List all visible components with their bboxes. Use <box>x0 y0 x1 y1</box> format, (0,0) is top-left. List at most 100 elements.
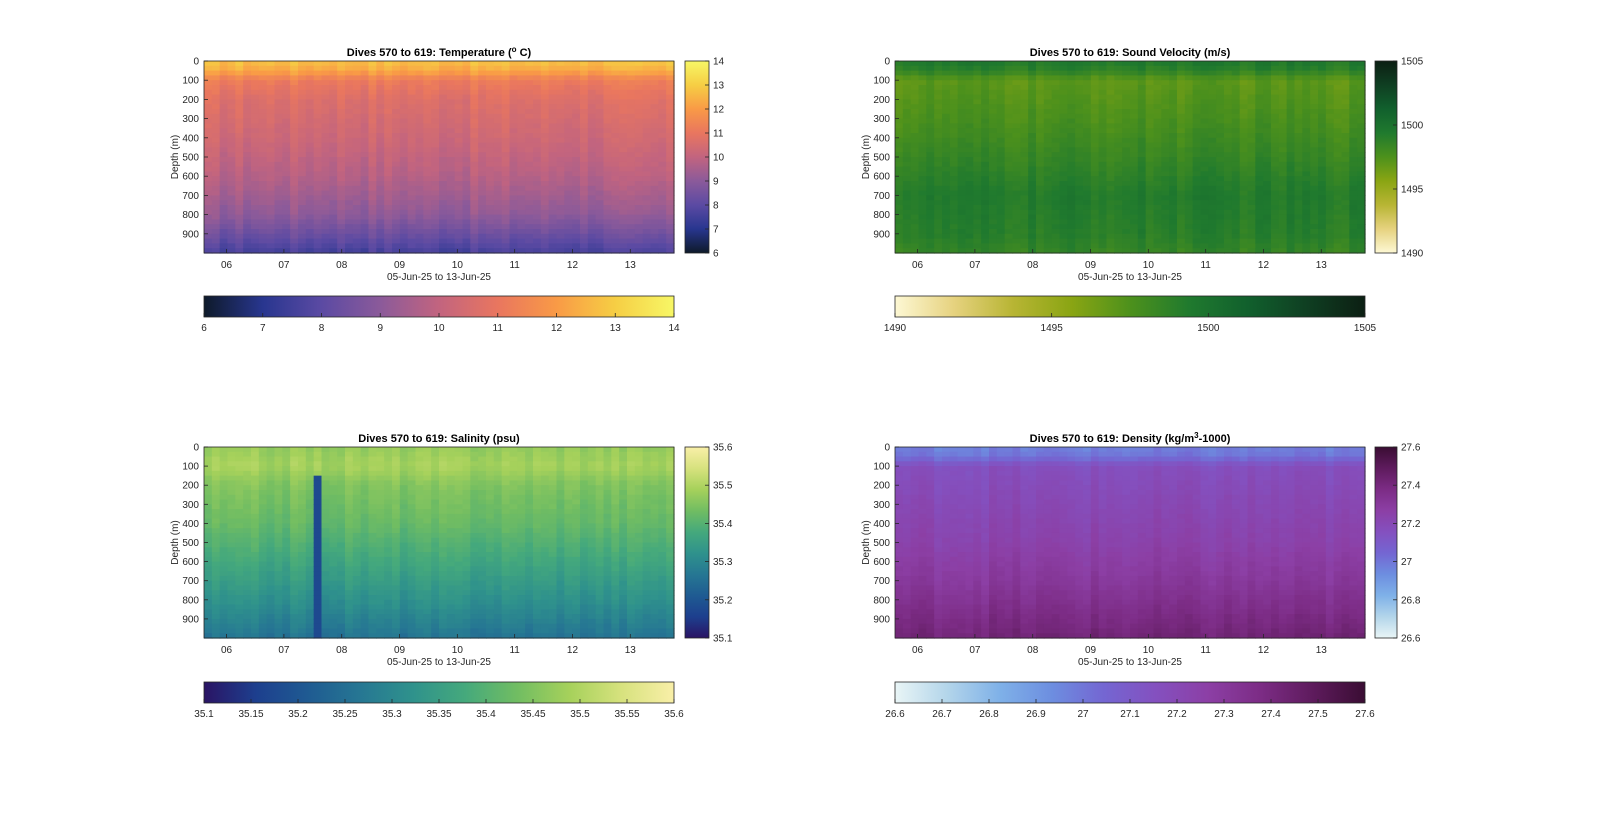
temperature-cell <box>595 176 605 182</box>
temperature-cell <box>619 214 628 220</box>
temperature-cell <box>345 229 354 235</box>
sound-velocity-cell <box>1137 238 1147 244</box>
temperature-cell <box>533 99 542 105</box>
temperature-cell <box>493 238 503 244</box>
temperature-cell <box>462 190 471 196</box>
sound-velocity-cell <box>1184 205 1194 211</box>
sound-velocity-cell <box>934 85 943 91</box>
sound-velocity-cell <box>1349 147 1358 153</box>
sound-velocity-cell <box>1137 195 1147 201</box>
temperature-cell <box>470 248 479 254</box>
salinity-cell <box>204 599 213 606</box>
sound-velocity-cell <box>1231 99 1241 105</box>
temperature-cell <box>493 142 503 148</box>
temperature-cell <box>650 137 659 144</box>
sound-velocity-cell <box>1169 152 1178 158</box>
sound-velocity-cell <box>1302 200 1311 206</box>
sound-velocity-cell <box>973 113 982 120</box>
temperature-cell <box>509 89 518 96</box>
sound-velocity-cell <box>1349 248 1358 254</box>
temperature-cell <box>321 118 330 124</box>
sound-velocity-cell <box>949 157 959 163</box>
sound-velocity-cell <box>1263 209 1272 216</box>
sound-velocity-cell <box>981 137 990 144</box>
temperature-cell <box>305 181 315 187</box>
temperature-cell <box>650 133 659 139</box>
sound-velocity-cell <box>1192 142 1202 148</box>
temperature-cell <box>525 137 534 144</box>
sound-velocity-cell <box>1333 142 1343 148</box>
sound-velocity-cell <box>1255 171 1264 177</box>
sound-velocity-cell <box>996 171 1006 177</box>
temperature-cell <box>431 195 440 201</box>
temperature-cell <box>439 161 448 168</box>
temperature-cell <box>258 70 268 76</box>
temperature-cell <box>548 109 558 115</box>
temperature-cell <box>446 61 456 67</box>
temperature-cell <box>619 219 628 225</box>
sound-velocity-cell <box>1059 238 1068 244</box>
sound-velocity-cell <box>957 229 967 235</box>
sound-velocity-cell <box>1271 123 1280 129</box>
temperature-bottom-colorbar-label: 12 <box>551 323 563 334</box>
temperature-cell <box>595 214 605 220</box>
sound-velocity-cell <box>1318 229 1327 235</box>
temperature-cell <box>258 99 268 105</box>
sound-velocity-cell <box>957 209 967 216</box>
temperature-cell <box>227 80 236 86</box>
sound-velocity-cell <box>1004 113 1014 120</box>
temperature-cell <box>282 113 291 120</box>
sound-velocity-cell <box>1231 118 1241 124</box>
temperature-cell <box>282 243 291 249</box>
sound-velocity-cell <box>1231 70 1241 76</box>
sound-velocity-cell <box>1271 243 1280 249</box>
sound-velocity-cell <box>1263 89 1272 96</box>
temperature-cell <box>540 205 550 211</box>
temperature-cell <box>517 80 526 86</box>
sound-velocity-cell <box>1341 161 1350 168</box>
sound-velocity-cell <box>1216 195 1225 201</box>
temperature-cell <box>399 181 409 187</box>
temperature-cell <box>501 94 511 100</box>
temperature-cell <box>634 89 644 96</box>
sound-velocity-cell <box>1302 195 1311 201</box>
temperature-cell <box>415 200 424 206</box>
sound-velocity-cell <box>1278 128 1288 134</box>
temperature-cell <box>399 142 409 148</box>
sound-velocity-cell <box>1325 176 1335 182</box>
sound-velocity-cell <box>1075 248 1084 254</box>
temperature-cell <box>611 109 620 115</box>
sound-velocity-cell <box>1067 128 1076 134</box>
salinity-cell <box>204 609 213 615</box>
temperature-cell <box>611 243 620 249</box>
sound-velocity-cell <box>902 85 912 91</box>
sound-velocity-cell <box>989 113 998 120</box>
temperature-cell <box>227 171 236 177</box>
temperature-cell <box>595 195 605 201</box>
temperature-cell <box>580 248 589 254</box>
temperature-cell <box>572 200 581 206</box>
temperature-cell <box>211 185 221 192</box>
sound-velocity-cell <box>1169 224 1178 230</box>
sound-velocity-cell <box>1208 65 1217 72</box>
sound-velocity-cell <box>1122 209 1131 216</box>
sound-velocity-cell <box>1137 152 1147 158</box>
temperature-cell <box>345 195 354 201</box>
sound-velocity-cell <box>1020 157 1029 163</box>
temperature-cell <box>298 214 307 220</box>
temperature-cell <box>627 224 636 230</box>
sound-velocity-cell <box>996 185 1006 192</box>
temperature-cell <box>493 233 503 240</box>
sound-velocity-cell <box>926 89 935 96</box>
temperature-cell <box>540 75 550 81</box>
temperature-cell <box>305 229 315 235</box>
temperature-cell <box>446 147 456 153</box>
sound-velocity-cell <box>1028 94 1037 100</box>
temperature-cell <box>548 214 558 220</box>
sound-velocity-cell <box>1200 176 1209 182</box>
sound-velocity-cell <box>934 147 943 153</box>
sound-velocity-cell <box>949 166 959 172</box>
sound-velocity-cell <box>1341 152 1350 158</box>
sound-velocity-cell <box>1294 142 1303 148</box>
sound-velocity-cell <box>1122 80 1131 86</box>
